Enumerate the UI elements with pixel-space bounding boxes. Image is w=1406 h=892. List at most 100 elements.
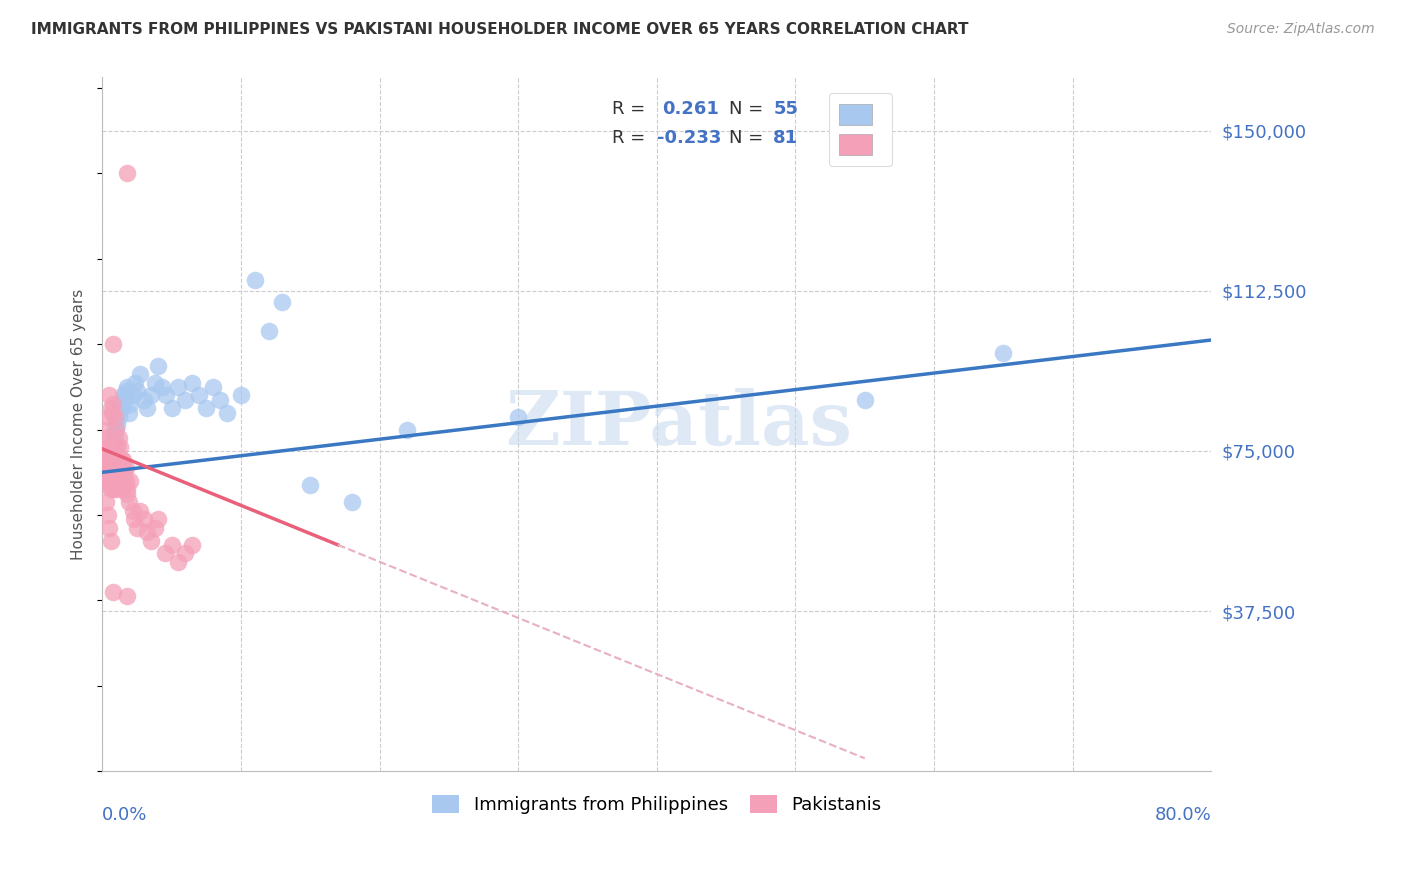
Point xyxy=(103,483,125,497)
Point xyxy=(195,401,218,416)
Point xyxy=(114,461,136,475)
Point xyxy=(97,452,120,467)
Point xyxy=(100,469,122,483)
Point xyxy=(104,457,127,471)
Point xyxy=(143,521,166,535)
Point xyxy=(105,483,128,497)
Text: IMMIGRANTS FROM PHILIPPINES VS PAKISTANI HOUSEHOLDER INCOME OVER 65 YEARS CORREL: IMMIGRANTS FROM PHILIPPINES VS PAKISTANI… xyxy=(31,22,969,37)
Point xyxy=(97,444,120,458)
Text: R =: R = xyxy=(613,129,645,147)
Point xyxy=(125,384,148,399)
Point xyxy=(103,469,125,483)
Point xyxy=(117,405,139,419)
Point xyxy=(396,423,419,437)
Point xyxy=(155,388,177,402)
Point xyxy=(98,452,121,467)
Point xyxy=(100,533,122,548)
Text: R =: R = xyxy=(613,100,645,118)
Point xyxy=(100,483,122,497)
Point xyxy=(118,474,141,488)
Point xyxy=(993,345,1015,359)
Point xyxy=(96,474,118,488)
Point xyxy=(93,457,115,471)
Point xyxy=(132,392,155,407)
Point xyxy=(124,376,146,390)
Text: 55: 55 xyxy=(773,100,799,118)
Point xyxy=(104,423,127,437)
Point xyxy=(108,474,131,488)
Point xyxy=(107,448,129,462)
Point xyxy=(115,380,138,394)
Point xyxy=(121,388,143,402)
Point xyxy=(105,444,128,458)
Point xyxy=(160,538,183,552)
Point xyxy=(174,392,197,407)
Point xyxy=(117,495,139,509)
Point xyxy=(100,401,122,416)
Text: N =: N = xyxy=(728,100,763,118)
Point xyxy=(103,426,125,441)
Point xyxy=(105,414,128,428)
Point xyxy=(107,440,129,454)
Point xyxy=(111,457,134,471)
Point xyxy=(105,461,128,475)
Point xyxy=(114,474,136,488)
Point xyxy=(257,325,280,339)
Point xyxy=(115,483,138,497)
Point xyxy=(98,474,121,488)
Point xyxy=(115,589,138,603)
Point xyxy=(243,273,266,287)
Point xyxy=(100,457,122,471)
Point xyxy=(104,474,127,488)
Point xyxy=(108,461,131,475)
Point xyxy=(209,392,232,407)
Text: 0.0%: 0.0% xyxy=(103,805,148,824)
Point xyxy=(112,392,135,407)
Point xyxy=(94,466,117,480)
Point xyxy=(105,452,128,467)
Point xyxy=(100,461,122,475)
Point xyxy=(229,388,252,402)
Point xyxy=(111,452,134,467)
Point xyxy=(121,504,143,518)
Text: 0.261: 0.261 xyxy=(662,100,720,118)
Point xyxy=(215,405,238,419)
Point xyxy=(135,401,157,416)
Point xyxy=(101,448,124,462)
Point xyxy=(108,409,131,424)
Point xyxy=(98,461,121,475)
Point xyxy=(111,469,134,483)
Y-axis label: Householder Income Over 65 years: Householder Income Over 65 years xyxy=(72,289,86,560)
Point xyxy=(167,380,190,394)
Point xyxy=(181,538,204,552)
Point xyxy=(132,512,155,526)
Point xyxy=(100,452,122,467)
Point xyxy=(98,444,121,458)
Point xyxy=(853,392,876,407)
Point xyxy=(103,448,125,462)
Point xyxy=(115,166,138,180)
Text: ZIPatlas: ZIPatlas xyxy=(506,388,852,461)
Text: N =: N = xyxy=(728,129,763,147)
Point xyxy=(101,461,124,475)
Point xyxy=(111,452,134,467)
Point xyxy=(202,380,225,394)
Point xyxy=(97,409,120,424)
Point xyxy=(110,457,132,471)
Point xyxy=(112,474,135,488)
Point xyxy=(174,546,197,560)
Text: 81: 81 xyxy=(773,129,799,147)
Point xyxy=(107,469,129,483)
Point xyxy=(125,521,148,535)
Point xyxy=(160,401,183,416)
Point xyxy=(108,431,131,445)
Point xyxy=(112,466,135,480)
Point xyxy=(96,478,118,492)
Point xyxy=(128,504,150,518)
Point xyxy=(97,457,120,471)
Point xyxy=(271,294,294,309)
Point xyxy=(146,359,169,373)
Point xyxy=(114,384,136,399)
Point xyxy=(103,337,125,351)
Point xyxy=(101,474,124,488)
